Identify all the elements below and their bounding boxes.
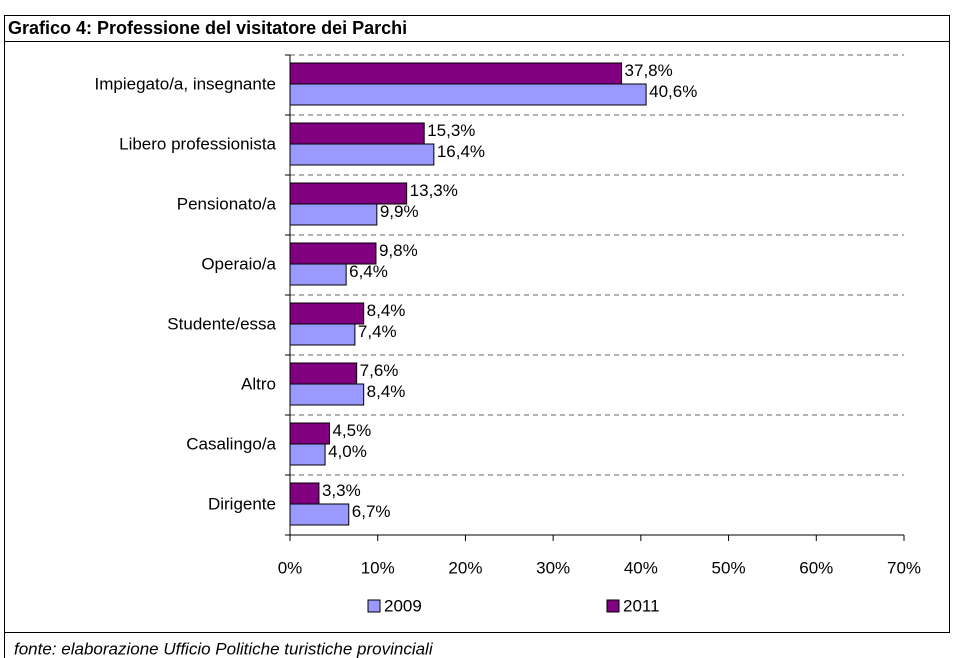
chart-title: Grafico 4: Professione del visitatore de… — [8, 18, 407, 38]
value-label: 13,3% — [410, 181, 458, 200]
value-label: 4,5% — [332, 421, 371, 440]
bar — [289, 62, 623, 85]
category-label: Impiegato/a, insegnante — [95, 74, 276, 93]
category-label: Operaio/a — [201, 254, 276, 273]
value-label: 7,6% — [360, 361, 399, 380]
bar — [289, 362, 358, 385]
value-label: 3,3% — [322, 481, 361, 500]
x-tick-label: 60% — [799, 558, 833, 577]
x-tick-label: 30% — [536, 558, 570, 577]
value-label: 40,6% — [649, 82, 697, 101]
value-label: 7,4% — [358, 322, 397, 341]
value-label: 15,3% — [427, 121, 475, 140]
bar — [289, 323, 356, 346]
legend-label: 2009 — [384, 596, 422, 615]
bar — [289, 122, 425, 145]
value-label: 8,4% — [367, 382, 406, 401]
value-label: 6,4% — [349, 262, 388, 281]
legend-swatch — [606, 599, 620, 613]
category-label: Altro — [241, 374, 276, 393]
bar — [289, 203, 378, 226]
legend-label: 2011 — [623, 596, 660, 615]
bar — [289, 383, 365, 406]
bar — [289, 503, 350, 526]
legend-swatch — [367, 599, 381, 613]
bar — [289, 263, 347, 286]
x-tick-label: 40% — [624, 558, 658, 577]
bar — [289, 422, 330, 445]
source-note: fonte: elaborazione Ufficio Politiche tu… — [14, 639, 434, 658]
bar — [289, 143, 435, 166]
category-label: Dirigente — [208, 494, 276, 513]
value-label: 6,7% — [352, 502, 391, 521]
category-label: Studente/essa — [167, 314, 276, 333]
category-label: Casalingo/a — [186, 434, 276, 453]
value-label: 9,8% — [379, 241, 418, 260]
category-label: Pensionato/a — [177, 194, 277, 213]
bar — [289, 302, 365, 325]
value-label: 9,9% — [380, 202, 419, 221]
x-tick-label: 70% — [887, 558, 921, 577]
chart-border — [4, 15, 950, 633]
value-label: 8,4% — [367, 301, 406, 320]
bar — [289, 83, 647, 106]
x-tick-label: 0% — [278, 558, 303, 577]
x-tick-label: 20% — [448, 558, 482, 577]
bar — [289, 182, 408, 205]
bar — [289, 242, 377, 265]
x-tick-label: 50% — [712, 558, 746, 577]
value-label: 4,0% — [328, 442, 367, 461]
value-label: 37,8% — [625, 61, 673, 80]
bar — [289, 482, 320, 505]
x-tick-label: 10% — [361, 558, 395, 577]
category-label: Libero professionista — [119, 134, 276, 153]
value-label: 16,4% — [437, 142, 485, 161]
bar — [289, 443, 326, 466]
